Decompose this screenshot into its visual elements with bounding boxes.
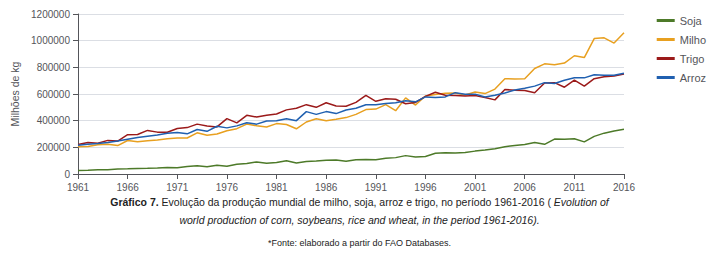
svg-text:2011: 2011 — [564, 182, 586, 193]
svg-text:1991: 1991 — [365, 182, 388, 193]
svg-text:1200000: 1200000 — [31, 9, 70, 20]
svg-text:2016: 2016 — [613, 182, 636, 193]
svg-text:1961: 1961 — [67, 182, 90, 193]
svg-text:world production of corn, soyb: world production of corn, soybeans, rice… — [179, 214, 539, 226]
svg-text:2006: 2006 — [514, 182, 537, 193]
svg-text:Milho: Milho — [680, 34, 706, 46]
svg-text:Soja: Soja — [680, 15, 703, 27]
svg-text:Gráfico 7.: Gráfico 7. — [110, 196, 159, 208]
svg-text:200000: 200000 — [37, 142, 71, 153]
svg-text:1981: 1981 — [265, 182, 288, 193]
svg-text:1000000: 1000000 — [31, 35, 70, 46]
svg-text:Evolution of: Evolution of — [554, 196, 610, 208]
svg-text:800000: 800000 — [37, 62, 71, 73]
svg-text:1971: 1971 — [166, 182, 189, 193]
svg-text:600000: 600000 — [37, 89, 71, 100]
svg-text:400000: 400000 — [37, 115, 71, 126]
svg-text:0: 0 — [64, 169, 70, 180]
svg-text:Evolução da produção mundial d: Evolução da produção mundial de milho, s… — [162, 196, 552, 208]
svg-text:Trigo: Trigo — [680, 53, 705, 65]
svg-text:*Fonte: elaborado a partir do: *Fonte: elaborado a partir do FAO Databa… — [268, 238, 451, 248]
svg-text:Arroz: Arroz — [680, 72, 706, 84]
svg-text:1976: 1976 — [216, 182, 239, 193]
svg-text:Milhões de kg: Milhões de kg — [9, 61, 21, 126]
svg-text:1996: 1996 — [414, 182, 437, 193]
svg-text:1966: 1966 — [117, 182, 140, 193]
svg-text:1986: 1986 — [315, 182, 338, 193]
svg-text:2001: 2001 — [464, 182, 487, 193]
